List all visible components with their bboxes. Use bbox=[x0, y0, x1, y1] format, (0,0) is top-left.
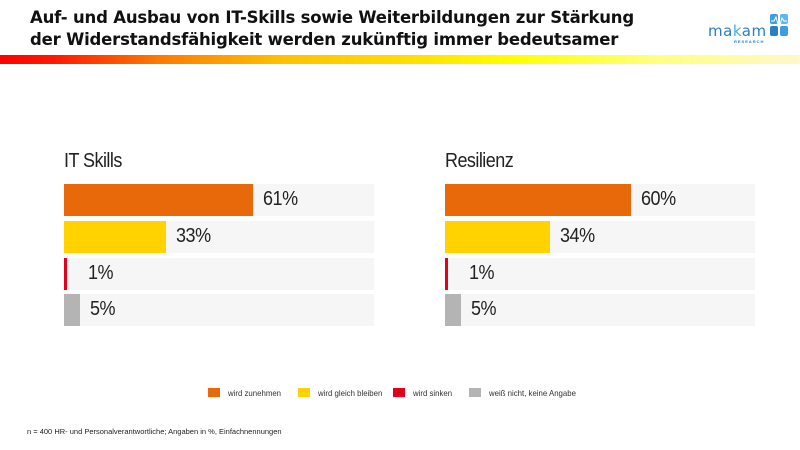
bar-track-weiss-nicht: 5% bbox=[64, 294, 374, 326]
bar-track-wird-sinken: 1% bbox=[445, 258, 755, 290]
chart-panel-it-skills: IT Skills 61% 33% 1% 5% bbox=[64, 150, 384, 340]
legend-label: wird zunehmen bbox=[228, 387, 282, 398]
bar-weiss-nicht bbox=[64, 294, 80, 326]
bar-wird-sinken bbox=[445, 258, 449, 290]
logo-subtitle: RESEARCH bbox=[734, 39, 765, 44]
bar-weiss-nicht bbox=[445, 294, 461, 326]
legend-swatch bbox=[208, 388, 220, 398]
header-gradient-bar bbox=[0, 55, 800, 64]
legend-item-wird-zunehmen: wird zunehmen bbox=[208, 387, 286, 398]
legend-swatch bbox=[469, 388, 481, 398]
makam-logo-icon bbox=[770, 14, 788, 36]
legend-label: wird gleich bleiben bbox=[318, 387, 383, 398]
chart-title: Resilienz bbox=[445, 150, 514, 172]
legend-item-weiss-nicht: weiß nicht, keine Angabe bbox=[469, 387, 584, 398]
makam-logo: makam RESEARCH bbox=[708, 12, 788, 48]
data-label-wird-zunehmen: 60% bbox=[641, 188, 676, 210]
data-label-wird-sinken: 1% bbox=[469, 262, 495, 284]
data-label-wird-sinken: 1% bbox=[88, 262, 114, 284]
legend-label: weiß nicht, keine Angabe bbox=[489, 387, 576, 398]
legend-swatch bbox=[298, 388, 310, 398]
bar-wird-zunehmen bbox=[445, 184, 631, 216]
data-label-weiss-nicht: 5% bbox=[470, 298, 497, 320]
data-label-wird-zunehmen: 61% bbox=[263, 188, 298, 210]
bar-track-weiss-nicht: 5% bbox=[445, 294, 755, 326]
bar-track-wird-sinken: 1% bbox=[64, 258, 374, 290]
data-label-weiss-nicht: 5% bbox=[89, 298, 116, 320]
bar-track-wird-gleich-bleiben: 34% bbox=[445, 221, 755, 253]
data-label-wird-gleich-bleiben: 33% bbox=[176, 225, 211, 247]
chart-title: IT Skills bbox=[64, 150, 122, 172]
bar-track-wird-zunehmen: 60% bbox=[445, 184, 755, 216]
bar-wird-sinken bbox=[64, 258, 68, 290]
bar-wird-zunehmen bbox=[64, 184, 254, 216]
bar-track-wird-zunehmen: 61% bbox=[64, 184, 374, 216]
legend-label: wird sinken bbox=[413, 387, 453, 398]
title-line-1: Auf- und Ausbau von IT-Skills sowie Weit… bbox=[30, 8, 634, 27]
legend-item-wird-sinken: wird sinken bbox=[393, 387, 456, 398]
footnote: n = 400 HR- und Personalverantwortliche;… bbox=[27, 427, 282, 436]
legend-item-wird-gleich-bleiben: wird gleich bleiben bbox=[298, 387, 388, 398]
chart-panel-resilienz: Resilienz 60% 34% 1% 5% bbox=[445, 150, 765, 340]
slide-title: Auf- und Ausbau von IT-Skills sowie Weit… bbox=[30, 7, 634, 51]
data-label-wird-gleich-bleiben: 34% bbox=[560, 225, 596, 247]
bar-wird-gleich-bleiben bbox=[445, 221, 551, 253]
legend-swatch bbox=[393, 388, 405, 398]
bar-wird-gleich-bleiben bbox=[64, 221, 167, 253]
bar-track-wird-gleich-bleiben: 33% bbox=[64, 221, 374, 253]
logo-wordmark: makam bbox=[708, 22, 767, 40]
title-line-2: der Widerstandsfähigkeit werden zukünfti… bbox=[30, 30, 619, 49]
